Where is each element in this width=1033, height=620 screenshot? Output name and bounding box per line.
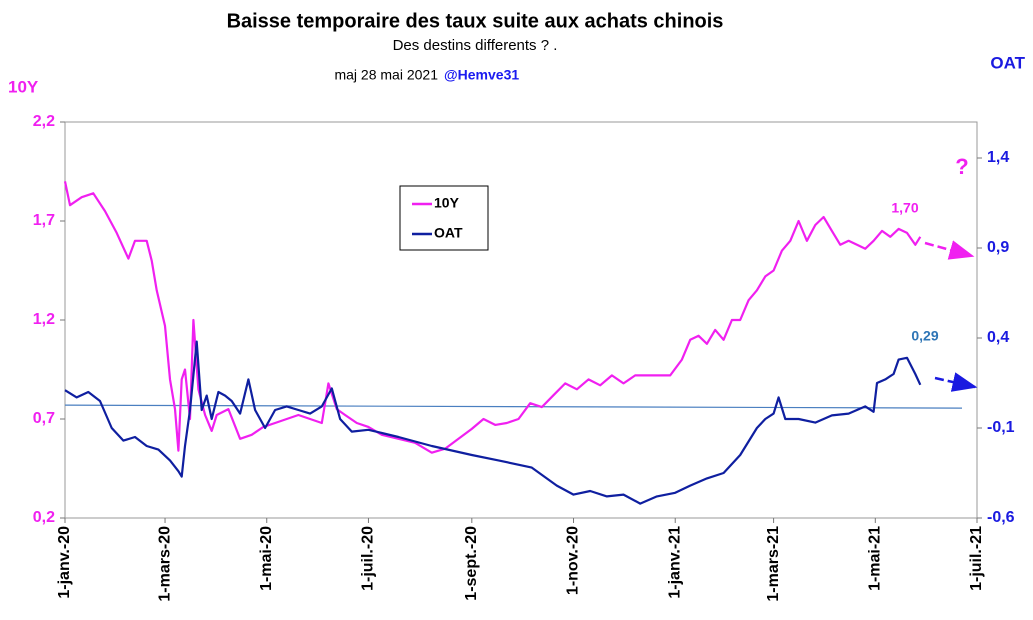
x-tick-label: 1-janv.-20 <box>56 526 73 599</box>
y2-tick-label: 0,9 <box>987 239 1009 256</box>
legend-box <box>399 185 489 251</box>
plot-frame <box>64 121 978 519</box>
y2-tick-label: 0,4 <box>987 329 1009 346</box>
y-tick-label: 2,2 <box>33 113 55 130</box>
annotation: ? <box>955 154 968 179</box>
x-tick-label: 1-mai-21 <box>867 526 884 591</box>
y2-tick-label: 1,4 <box>987 149 1009 166</box>
y-tick-label: 1,2 <box>33 311 55 328</box>
x-tick-label: 1-mars-21 <box>765 526 782 602</box>
chart-subtitle: Des destins differents ? . <box>393 37 558 54</box>
annotation: 1,70 <box>891 200 918 216</box>
y-tick-label: 0,2 <box>33 509 55 526</box>
annotation: 0,29 <box>911 328 938 344</box>
legend-label: 10Y <box>434 195 460 211</box>
y-tick-label: 1,7 <box>33 212 55 229</box>
y-tick-label: 0,7 <box>33 410 55 427</box>
y2-tick-label: -0,6 <box>987 509 1015 526</box>
x-tick-label: 1-mai-20 <box>258 526 275 591</box>
chart-title: Baisse temporaire des taux suite aux ach… <box>227 10 724 32</box>
y-axis-title: 10Y <box>8 77 39 96</box>
x-tick-label: 1-janv.-21 <box>666 526 683 599</box>
x-tick-label: 1-sept.-20 <box>463 526 480 601</box>
x-tick-label: 1-nov.-20 <box>565 526 582 595</box>
update-date: maj 28 mai 2021 <box>334 67 438 83</box>
y2-axis-title: OAT <box>990 53 1025 72</box>
author: @Hemve31 <box>444 67 519 83</box>
x-tick-label: 1-juil.-20 <box>360 526 377 591</box>
series-line <box>64 340 922 505</box>
x-tick-label: 1-juil.-21 <box>968 526 985 591</box>
arrow <box>924 240 975 260</box>
reference-line <box>64 404 962 409</box>
legend-label: OAT <box>434 225 463 241</box>
x-tick-label: 1-mars-20 <box>156 526 173 602</box>
y2-tick-label: -0,1 <box>987 419 1015 436</box>
series-line <box>63 181 922 454</box>
arrow <box>934 372 978 392</box>
